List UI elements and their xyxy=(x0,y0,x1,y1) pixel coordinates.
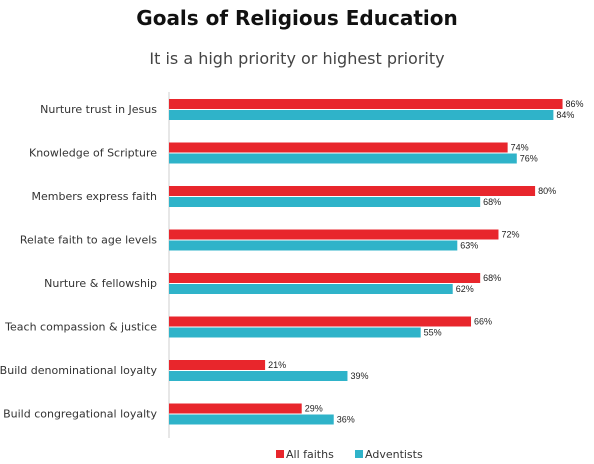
data-label: 36% xyxy=(337,415,355,425)
bars-layer: Nurture trust in Jesus 86%84% Knowledge of… xyxy=(0,99,584,425)
chart-subtitle: It is a high priority or highest priorit… xyxy=(149,49,445,68)
bar xyxy=(169,197,481,207)
legend-label: All faiths xyxy=(286,448,334,461)
data-label: 29% xyxy=(305,404,323,414)
data-label: 76% xyxy=(520,154,538,164)
bar xyxy=(169,142,508,153)
category-label: Build congregational loyalty xyxy=(3,408,157,421)
legend-swatch xyxy=(276,450,284,458)
data-label: 66% xyxy=(474,317,492,327)
data-label: 21% xyxy=(268,360,286,370)
bar xyxy=(169,99,563,109)
legend-label: Adventists xyxy=(365,448,423,461)
bar xyxy=(169,414,334,425)
category-label: Members express faith xyxy=(31,190,157,203)
bar xyxy=(169,316,472,327)
legend: All faiths Adventists xyxy=(276,448,423,461)
category-label: Teach compassion & justice xyxy=(4,321,157,334)
legend-swatch xyxy=(355,450,363,458)
category-label: Nurture trust in Jesus xyxy=(40,103,157,116)
category-label: Nurture & fellowship xyxy=(44,277,157,290)
data-label: 84% xyxy=(556,110,574,120)
bar xyxy=(169,273,481,283)
data-label: 39% xyxy=(350,371,368,381)
data-label: 80% xyxy=(538,186,556,196)
bar xyxy=(169,327,421,338)
data-label: 62% xyxy=(456,284,474,294)
bar xyxy=(169,153,517,164)
data-label: 63% xyxy=(460,241,478,251)
bar xyxy=(169,360,266,370)
bar xyxy=(169,110,554,120)
category-label: Knowledge of Scripture xyxy=(29,147,157,160)
chart-title: Goals of Religious Education xyxy=(136,6,458,30)
bar xyxy=(169,186,536,196)
category-label: Relate faith to age levels xyxy=(20,234,157,247)
bar xyxy=(169,240,458,251)
category-label: Build denominational loyalty xyxy=(0,364,157,377)
bar xyxy=(169,371,348,381)
data-label: 55% xyxy=(424,328,442,338)
bar xyxy=(169,403,302,414)
data-label: 74% xyxy=(511,143,529,153)
data-label: 72% xyxy=(501,230,519,240)
data-label: 68% xyxy=(483,273,501,283)
bar xyxy=(169,284,453,294)
data-label: 68% xyxy=(483,197,501,207)
data-label: 86% xyxy=(566,99,584,109)
bar xyxy=(169,229,499,240)
